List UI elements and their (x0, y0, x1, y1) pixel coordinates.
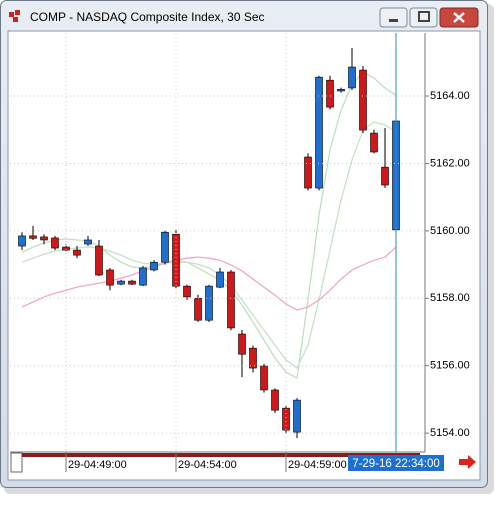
candle-body (359, 69, 367, 131)
candle-body (18, 235, 26, 247)
candle-body (106, 269, 114, 286)
candle-body (95, 245, 103, 276)
candle-body (161, 231, 169, 263)
close-button[interactable] (439, 7, 479, 28)
scroll-thumb[interactable] (10, 452, 23, 473)
candle-body (128, 280, 136, 285)
candle-body (150, 261, 158, 271)
candle-body (62, 246, 70, 251)
maximize-button[interactable] (409, 7, 438, 28)
candle-body (216, 271, 224, 288)
candle-body (194, 297, 202, 321)
candle-body (117, 280, 125, 285)
x-tick-label: 29-04:49:00 (68, 459, 127, 471)
y-tick-label: 5160.00 (430, 225, 470, 237)
minimize-button[interactable] (379, 7, 408, 28)
candle-body (40, 236, 48, 241)
candle-body (370, 132, 378, 153)
scroll-right-arrow[interactable] (459, 455, 476, 469)
candle-body (139, 267, 147, 286)
moving-average-line (21, 246, 397, 311)
candle-body (348, 66, 356, 89)
y-tick-label: 5164.00 (430, 90, 470, 102)
candle-body (84, 239, 92, 245)
y-tick-label: 5162.00 (430, 157, 470, 169)
candle-body (282, 407, 290, 431)
cursor-label-box (348, 455, 444, 471)
y-tick-label: 5158.00 (430, 292, 470, 304)
candle-body (238, 333, 246, 355)
candle-body (227, 271, 235, 329)
candle-body (51, 237, 59, 249)
chart-panel (7, 30, 481, 481)
candle-body (260, 365, 268, 391)
candle-body (271, 389, 279, 411)
app-icon (9, 10, 20, 22)
window-title: COMP - NASDAQ Composite Index, 30 Sec (30, 10, 265, 24)
candle-body (183, 285, 191, 298)
candle-body (73, 249, 81, 256)
moving-average-line (21, 121, 397, 370)
x-tick-label: 29-04:54:00 (178, 459, 237, 471)
candle-body (326, 79, 334, 108)
candle-body (249, 347, 257, 369)
cursor-label: 7-29-16 22:34:00 (352, 458, 440, 470)
scroll-track[interactable] (22, 453, 420, 457)
y-tick-label: 5156.00 (430, 360, 470, 372)
candle-body (293, 399, 301, 433)
candle-body (29, 235, 37, 239)
candle-body (304, 156, 312, 189)
candle-body (381, 166, 389, 186)
y-tick-label: 5154.00 (430, 427, 470, 439)
candle-body (315, 76, 323, 189)
candle-body (205, 285, 213, 321)
candle-body (172, 233, 180, 287)
x-tick-label: 29-04:59:00 (288, 459, 347, 471)
candle-body (337, 88, 345, 92)
